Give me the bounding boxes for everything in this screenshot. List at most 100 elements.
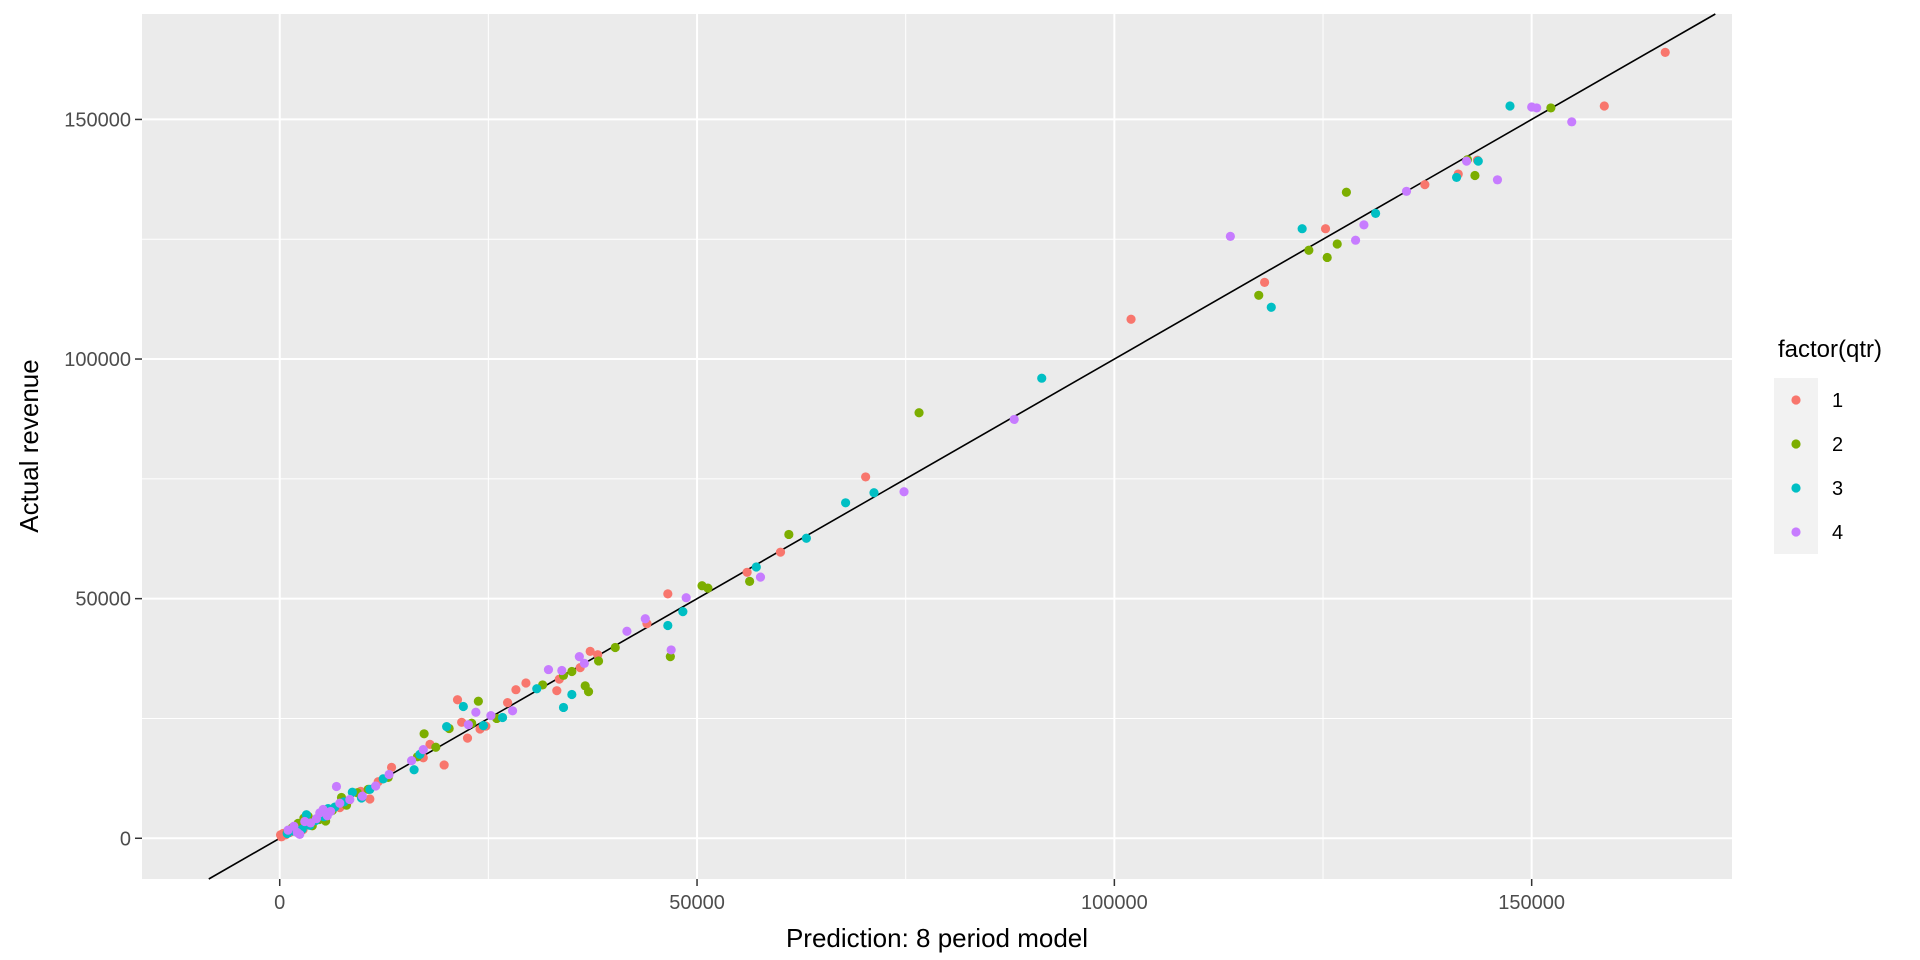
data-point-qtr-3 [567,689,577,700]
data-point-qtr-4 [666,645,676,655]
data-point-qtr-2 [1332,239,1342,249]
data-point-qtr-1 [511,685,521,695]
data-points [275,47,1670,842]
plot-panel [142,14,1732,879]
data-point-qtr-4 [1401,186,1412,196]
x-axis-ticks: 0 50000 100000 150000 [274,879,1565,914]
y-tick-label: 50000 [75,589,131,611]
data-point-qtr-3 [409,765,419,775]
data-point-qtr-4 [315,808,325,818]
data-point-qtr-1 [663,589,673,599]
data-point-qtr-3 [478,721,488,731]
data-point-qtr-4 [283,825,293,835]
data-point-qtr-2 [784,529,794,540]
data-point-qtr-3 [1473,156,1483,166]
data-point-qtr-4 [640,614,650,624]
data-point-qtr-2 [580,681,590,691]
data-point-qtr-4 [357,791,367,801]
data-point-qtr-4 [622,626,632,636]
data-point-qtr-1 [552,686,562,696]
data-point-qtr-3 [558,702,569,713]
data-point-qtr-2 [610,642,620,653]
data-point-qtr-4 [557,665,567,676]
data-point-qtr-2 [1470,170,1480,181]
data-point-qtr-3 [663,620,673,631]
data-point-qtr-3 [1266,302,1276,312]
data-point-qtr-2 [1254,290,1264,300]
legend-marker-2 [1791,439,1801,449]
y-axis-title: Actual revenue [14,359,44,532]
data-point-qtr-2 [567,666,577,677]
minor-gridlines [142,14,1732,879]
y-tick-label: 0 [120,828,131,850]
data-point-qtr-1 [462,733,473,743]
y-tick-label: 150000 [64,109,131,131]
data-point-qtr-1 [452,695,463,705]
major-gridlines [142,14,1732,879]
data-point-qtr-4 [574,652,584,662]
data-point-qtr-4 [507,706,518,716]
data-point-qtr-4 [384,769,394,780]
data-point-qtr-4 [1567,117,1577,127]
data-point-qtr-3 [1297,224,1307,234]
legend-label: 4 [1832,522,1843,544]
y-tick-label: 100000 [64,349,131,371]
data-point-qtr-2 [914,408,924,418]
data-point-qtr-4 [371,781,381,791]
legend-marker-3 [1791,483,1801,493]
data-point-qtr-4 [755,572,766,582]
data-point-qtr-1 [365,794,375,804]
data-point-qtr-3 [1037,373,1047,383]
legend: factor(qtr) 1 2 3 4 [1774,336,1882,554]
data-point-qtr-1 [521,678,531,688]
legend-marker-4 [1791,527,1801,537]
data-point-qtr-4 [899,487,909,497]
data-point-qtr-3 [678,606,688,617]
data-point-qtr-2 [745,576,755,587]
data-point-qtr-4 [1527,102,1537,112]
data-point-qtr-2 [1546,103,1556,113]
data-point-qtr-3 [751,562,761,572]
data-point-qtr-4 [1009,414,1019,425]
data-point-qtr-4 [322,811,332,821]
data-point-qtr-1 [1599,101,1609,111]
data-point-qtr-1 [585,646,595,656]
data-point-qtr-3 [442,722,452,732]
data-point-qtr-1 [1259,277,1270,287]
data-point-qtr-3 [869,488,879,498]
data-point-qtr-2 [1304,245,1314,255]
data-point-qtr-4 [486,710,496,721]
data-point-qtr-3 [497,712,508,723]
data-point-qtr-2 [1341,187,1351,197]
data-point-qtr-4 [579,658,589,668]
data-point-qtr-1 [1420,180,1430,190]
data-point-qtr-4 [418,745,428,755]
data-point-qtr-1 [439,760,449,770]
data-point-qtr-3 [1505,101,1515,111]
data-point-qtr-1 [386,762,397,772]
data-point-qtr-2 [665,652,675,662]
legend-marker-1 [1791,395,1801,405]
data-point-qtr-3 [841,498,851,508]
data-point-qtr-4 [1461,156,1472,166]
data-point-qtr-3 [1371,208,1381,218]
data-point-qtr-4 [1350,235,1361,245]
legend-label: 3 [1832,478,1843,500]
data-point-qtr-3 [1451,172,1462,183]
data-point-qtr-4 [463,720,473,730]
data-point-qtr-4 [1492,175,1503,185]
data-point-qtr-1 [775,547,786,557]
data-point-qtr-3 [458,701,468,712]
x-tick-label: 0 [274,892,285,914]
data-point-qtr-1 [1126,314,1136,324]
legend-title: factor(qtr) [1778,336,1882,363]
data-point-qtr-4 [406,756,417,766]
x-axis-title: Prediction: 8 period model [786,923,1088,953]
data-point-qtr-1 [1320,224,1331,234]
legend-label: 2 [1832,434,1843,456]
data-point-qtr-1 [742,567,752,577]
data-point-qtr-2 [1322,252,1332,263]
data-point-qtr-2 [697,581,707,591]
data-point-qtr-4 [345,794,355,805]
